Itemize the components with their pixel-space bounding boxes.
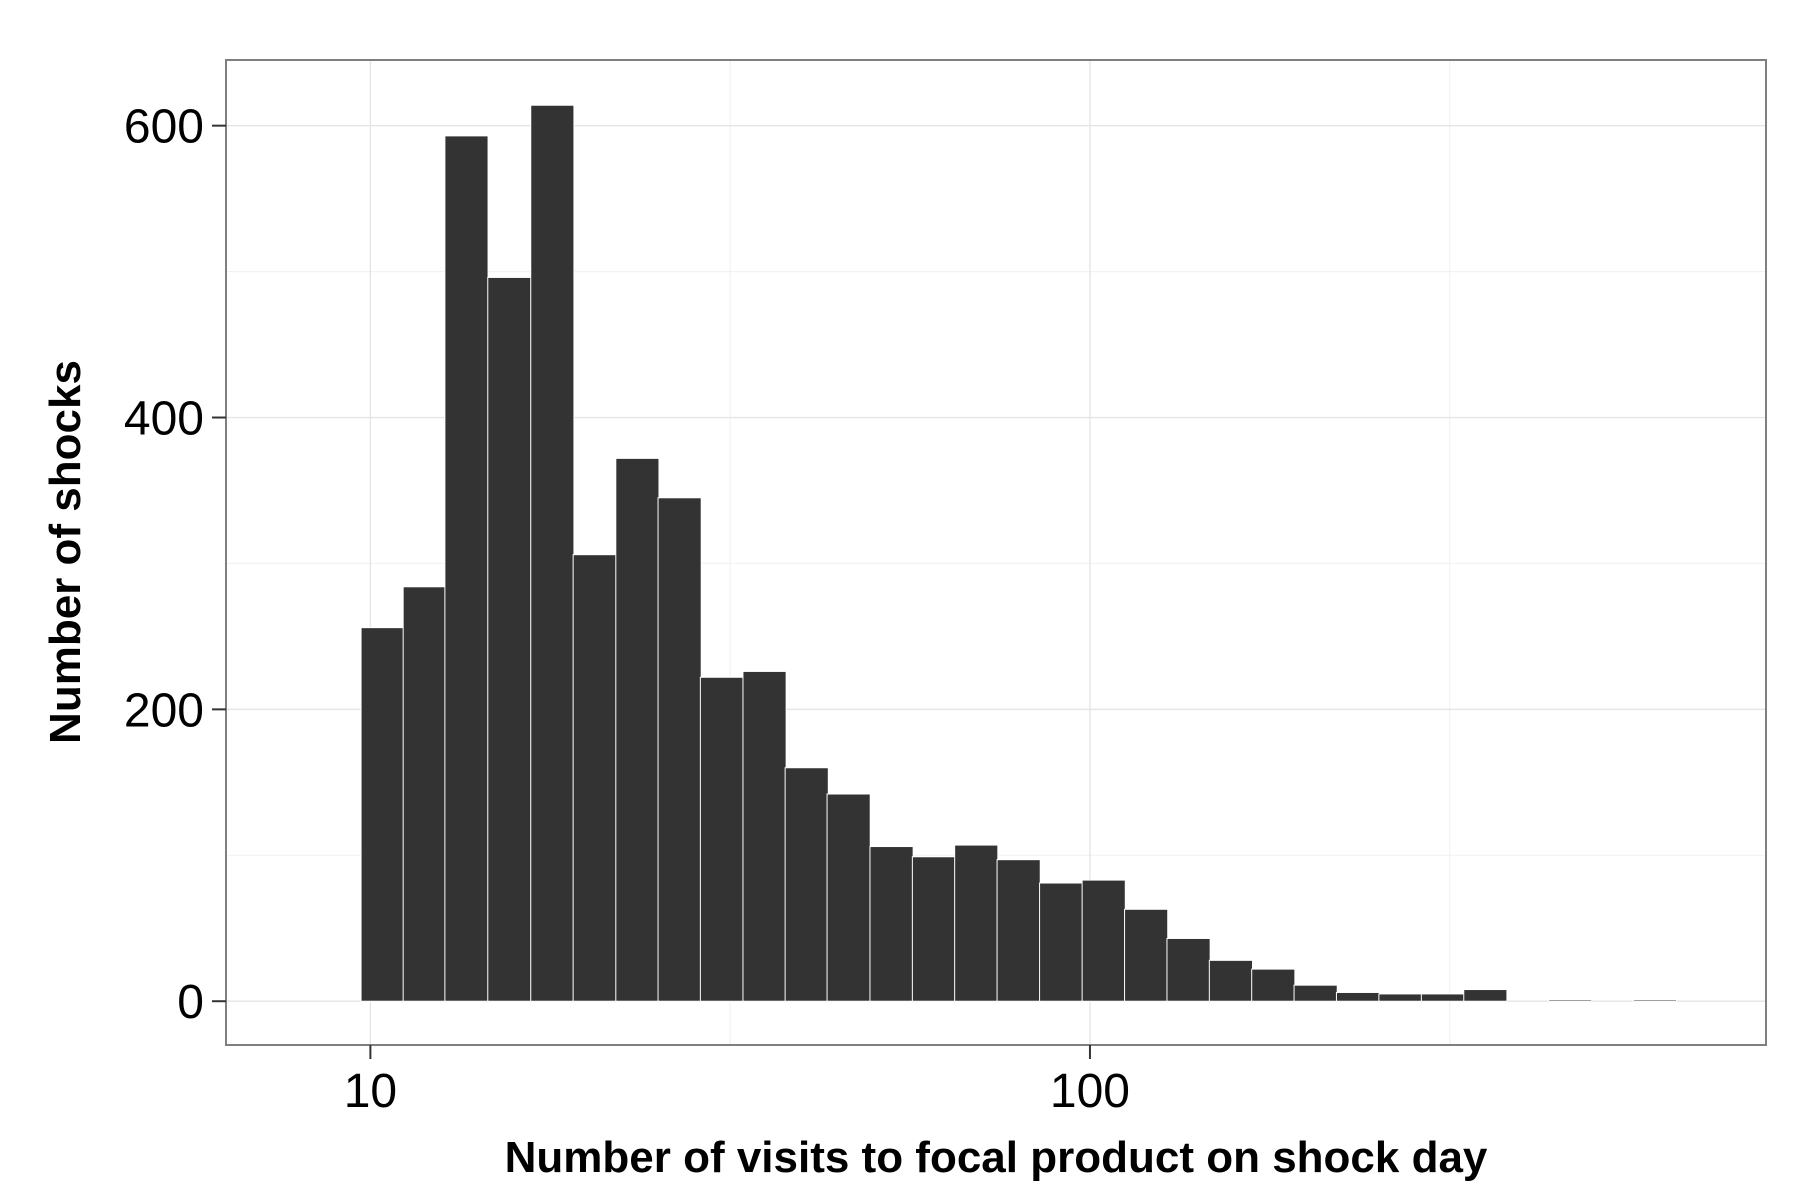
y-tick-label: 600	[124, 101, 204, 154]
y-tick-label: 200	[124, 684, 204, 737]
histogram-bar	[360, 627, 405, 1002]
histogram-bar	[1251, 968, 1296, 1002]
x-axis-title: Number of visits to focal product on sho…	[505, 1133, 1488, 1182]
histogram-bar	[1335, 991, 1381, 1002]
histogram-bar	[487, 276, 532, 1002]
x-axis: 10 100	[344, 1045, 1130, 1118]
histogram-bar	[657, 497, 702, 1002]
x-tick-label: 10	[344, 1065, 397, 1118]
histogram-bar	[826, 793, 871, 1002]
y-tick-label: 400	[124, 393, 204, 446]
histogram-bar	[954, 844, 999, 1002]
histogram-bar	[615, 457, 660, 1002]
histogram-bar	[1081, 879, 1126, 1002]
histogram-bar	[784, 767, 829, 1002]
y-axis-title: Number of shocks	[41, 360, 90, 744]
histogram-bar	[742, 670, 787, 1002]
y-tick-label: 0	[177, 976, 204, 1029]
x-tick-label: 100	[1050, 1065, 1130, 1118]
histogram-bar	[996, 859, 1041, 1002]
histogram-bar	[1039, 882, 1084, 1002]
histogram-bar	[1166, 937, 1211, 1002]
y-axis: 0 200 400 600	[124, 101, 226, 1029]
histogram-bar	[1632, 999, 1678, 1002]
histogram-bar	[699, 676, 745, 1002]
histogram-bar	[1420, 993, 1465, 1002]
histogram-bar	[1548, 999, 1593, 1002]
histogram-bar	[1208, 959, 1253, 1002]
histogram-bar	[1293, 984, 1338, 1002]
histogram-bar	[572, 554, 617, 1002]
plot-panel-border	[225, 59, 1767, 1046]
histogram-bars	[360, 104, 1678, 1002]
histogram-bar	[1463, 989, 1508, 1002]
histogram-bar	[530, 104, 575, 1002]
histogram-bar	[402, 586, 447, 1002]
histogram-bar	[1378, 993, 1423, 1002]
histogram-bar	[911, 856, 957, 1002]
histogram-bar	[444, 135, 489, 1002]
histogram-bar	[1124, 908, 1169, 1002]
histogram-bar	[869, 846, 914, 1002]
